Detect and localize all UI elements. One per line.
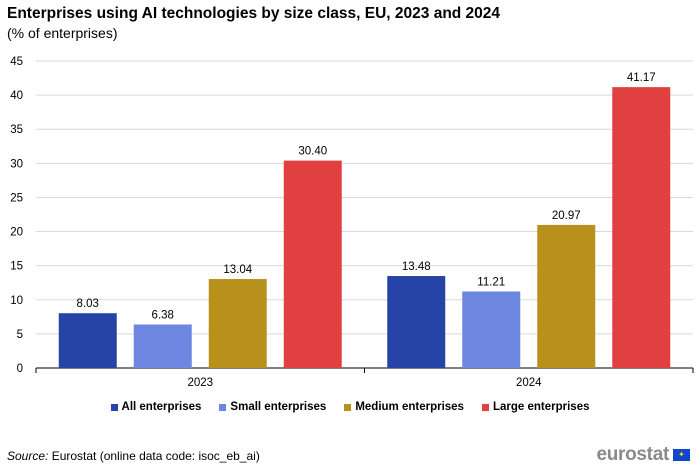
bar-medium-enterprises-2023 bbox=[208, 279, 267, 368]
source-label: Source: bbox=[7, 449, 49, 463]
y-tick-label: 0 bbox=[17, 363, 23, 375]
y-tick-label: 15 bbox=[10, 261, 23, 273]
legend-label: Large enterprises bbox=[492, 401, 590, 413]
legend-swatch bbox=[110, 403, 118, 411]
bar-medium-enterprises-2024 bbox=[537, 224, 596, 368]
y-tick-label: 35 bbox=[10, 124, 23, 136]
bar-all-enterprises-2023 bbox=[58, 313, 117, 368]
chart-legend: All enterprises Small enterprises Medium e… bbox=[0, 401, 700, 413]
y-tick-label: 30 bbox=[10, 158, 23, 170]
bar-large-enterprises-2024 bbox=[612, 87, 671, 368]
eu-flag-icon: ✦ bbox=[673, 449, 690, 461]
legend-swatch bbox=[481, 403, 489, 411]
bar-large-enterprises-2023 bbox=[283, 160, 342, 368]
legend-label: Medium enterprises bbox=[355, 401, 464, 413]
y-tick-label: 10 bbox=[10, 295, 23, 307]
legend-item: Large enterprises bbox=[481, 401, 590, 413]
y-tick-label: 20 bbox=[10, 227, 23, 239]
x-category-label: 2023 bbox=[187, 377, 213, 389]
y-tick-label: 25 bbox=[10, 192, 23, 204]
chart-title: Enterprises using AI technologies by siz… bbox=[7, 5, 501, 22]
legend-swatch bbox=[219, 403, 227, 411]
bar-small-enterprises-2024 bbox=[462, 291, 521, 368]
x-category-label: 2024 bbox=[516, 377, 542, 389]
eurostat-logo-text: eurostat bbox=[596, 444, 669, 465]
bar-all-enterprises-2024 bbox=[387, 276, 446, 368]
chart-subtitle: (% of enterprises) bbox=[7, 25, 118, 41]
data-label: 6.38 bbox=[152, 309, 174, 321]
legend-item: Medium enterprises bbox=[344, 401, 464, 413]
eurostat-logo: eurostat ✦ bbox=[596, 444, 690, 466]
legend-item: Small enterprises bbox=[219, 401, 326, 413]
data-label: 20.97 bbox=[552, 210, 581, 222]
data-label: 30.40 bbox=[298, 146, 327, 158]
bar-small-enterprises-2023 bbox=[133, 324, 192, 368]
legend-swatch bbox=[344, 403, 352, 411]
data-label: 11.21 bbox=[477, 277, 505, 289]
data-label: 41.17 bbox=[627, 72, 656, 84]
data-label: 13.48 bbox=[402, 261, 431, 273]
y-tick-label: 45 bbox=[10, 56, 23, 68]
source-note: Source: Eurostat (online data code: isoc… bbox=[7, 449, 260, 463]
legend-label: All enterprises bbox=[121, 401, 202, 413]
y-tick-label: 40 bbox=[10, 90, 23, 102]
data-label: 8.03 bbox=[77, 298, 99, 310]
legend-label: Small enterprises bbox=[230, 401, 327, 413]
data-label: 13.04 bbox=[223, 264, 252, 276]
y-tick-label: 5 bbox=[17, 329, 23, 341]
bar-chart: 0 5 10 15 20 25 30 35 40 45 8.03 6.38 13.04 30.40 2023… bbox=[10, 56, 694, 389]
legend-item: All enterprises bbox=[110, 401, 202, 413]
source-text: Eurostat (online data code: isoc_eb_ai) bbox=[48, 449, 260, 463]
